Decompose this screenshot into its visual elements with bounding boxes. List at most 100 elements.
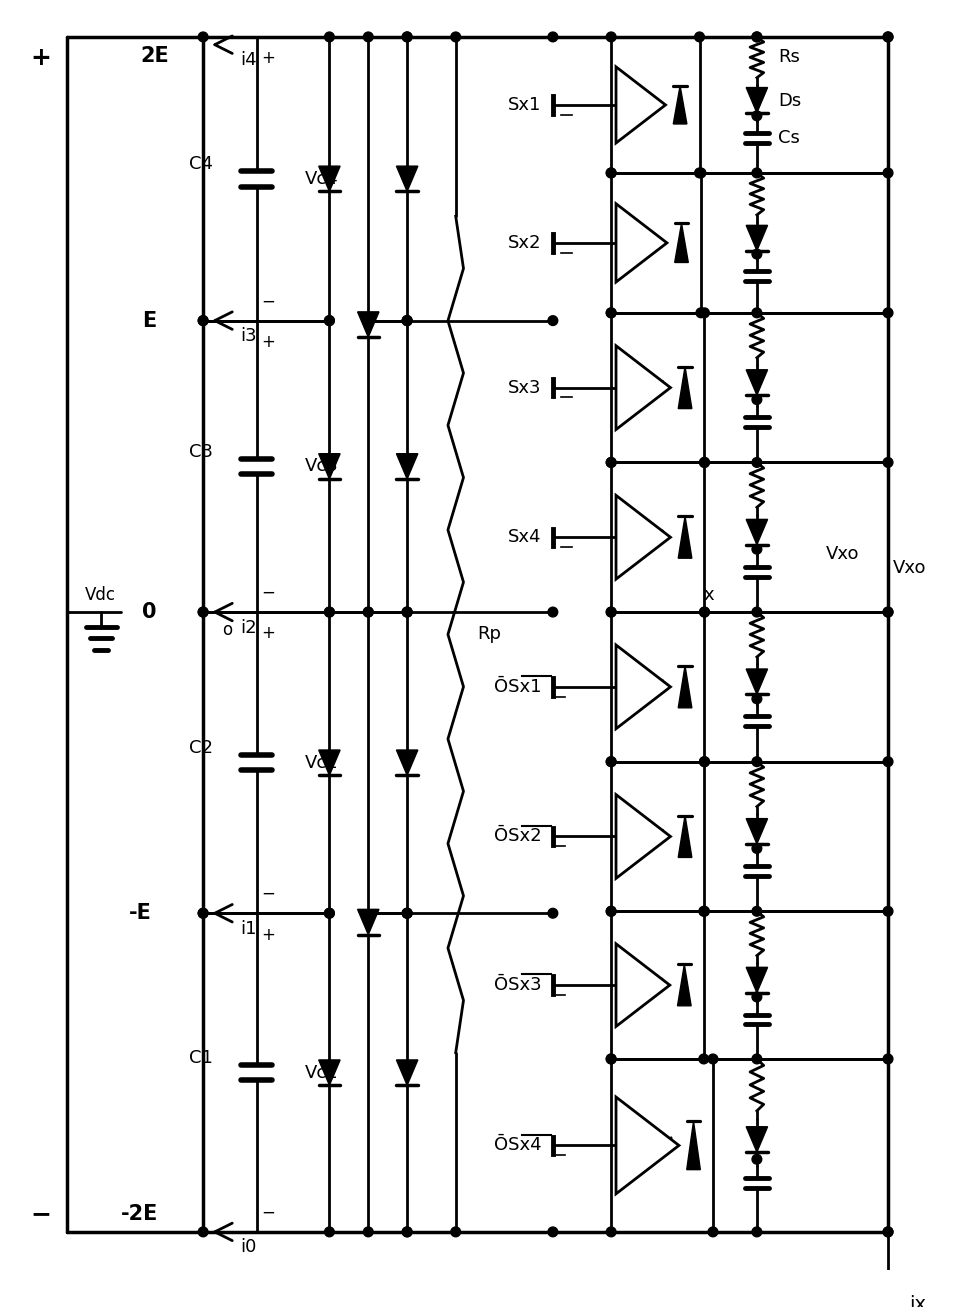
Circle shape (696, 308, 706, 318)
Circle shape (700, 308, 709, 318)
Text: ix: ix (909, 1295, 926, 1307)
Circle shape (548, 608, 558, 617)
Polygon shape (746, 519, 768, 545)
Text: ŌSx4: ŌSx4 (493, 1136, 541, 1154)
Text: i1: i1 (240, 920, 256, 938)
Circle shape (883, 457, 893, 468)
Text: 0: 0 (142, 603, 156, 622)
Circle shape (607, 457, 616, 468)
Circle shape (695, 169, 705, 178)
Circle shape (548, 1227, 558, 1236)
Circle shape (883, 1055, 893, 1064)
Polygon shape (616, 1097, 679, 1193)
Circle shape (883, 33, 893, 42)
Circle shape (607, 33, 616, 42)
Circle shape (607, 169, 616, 178)
Text: −: − (261, 1204, 276, 1222)
Text: i3: i3 (240, 327, 256, 345)
Text: o: o (223, 621, 232, 639)
Circle shape (607, 1055, 616, 1064)
Polygon shape (616, 944, 670, 1026)
Circle shape (752, 457, 761, 468)
Text: x: x (704, 586, 714, 604)
Polygon shape (679, 516, 692, 558)
Polygon shape (616, 204, 667, 282)
Circle shape (324, 608, 334, 617)
Circle shape (752, 843, 761, 853)
Circle shape (548, 33, 558, 42)
Circle shape (324, 908, 334, 918)
Text: Vc2: Vc2 (305, 754, 339, 771)
Text: −: − (261, 293, 276, 310)
Circle shape (199, 316, 208, 325)
Circle shape (199, 908, 208, 918)
Text: +: + (31, 46, 51, 71)
Polygon shape (357, 312, 379, 337)
Polygon shape (679, 367, 692, 409)
Circle shape (752, 544, 761, 554)
Polygon shape (746, 669, 768, 694)
Circle shape (883, 308, 893, 318)
Text: C4: C4 (189, 156, 213, 174)
Text: −: − (31, 1202, 52, 1226)
Circle shape (402, 608, 412, 617)
Circle shape (607, 1055, 616, 1064)
Text: C1: C1 (189, 1050, 213, 1067)
Circle shape (324, 1227, 334, 1236)
Text: i4: i4 (240, 51, 256, 69)
Circle shape (708, 1227, 718, 1236)
Polygon shape (616, 67, 665, 142)
Circle shape (752, 608, 761, 617)
Circle shape (883, 608, 893, 617)
Circle shape (402, 908, 412, 918)
Circle shape (324, 33, 334, 42)
Circle shape (324, 608, 334, 617)
Circle shape (699, 907, 708, 916)
Text: Vc1: Vc1 (305, 1064, 339, 1082)
Text: +: + (261, 50, 276, 67)
Polygon shape (673, 86, 687, 124)
Text: Rs: Rs (779, 48, 800, 67)
Circle shape (752, 694, 761, 703)
Circle shape (402, 608, 412, 617)
Circle shape (883, 757, 893, 766)
Circle shape (364, 1227, 373, 1236)
Circle shape (607, 1227, 616, 1236)
Text: ŌSx2: ŌSx2 (493, 827, 541, 846)
Circle shape (607, 169, 616, 178)
Polygon shape (319, 166, 340, 191)
Circle shape (752, 33, 761, 42)
Text: C2: C2 (189, 738, 213, 757)
Polygon shape (678, 965, 691, 1006)
Polygon shape (746, 818, 768, 844)
Polygon shape (679, 816, 692, 857)
Polygon shape (357, 910, 379, 935)
Circle shape (402, 33, 412, 42)
Polygon shape (675, 223, 688, 263)
Text: Sx4: Sx4 (508, 528, 541, 546)
Circle shape (607, 608, 616, 617)
Text: i2: i2 (240, 618, 256, 637)
Circle shape (752, 111, 761, 120)
Text: Vdc: Vdc (84, 586, 115, 604)
Polygon shape (616, 346, 670, 430)
Polygon shape (746, 88, 768, 112)
Circle shape (696, 169, 706, 178)
Circle shape (883, 1227, 893, 1236)
Circle shape (607, 757, 616, 766)
Text: i0: i0 (240, 1239, 256, 1256)
Text: -E: -E (129, 903, 152, 923)
Circle shape (548, 908, 558, 918)
Circle shape (402, 1227, 412, 1236)
Text: Vc4: Vc4 (305, 170, 339, 188)
Circle shape (700, 757, 709, 766)
Circle shape (199, 1227, 208, 1236)
Circle shape (199, 608, 208, 617)
Polygon shape (746, 967, 768, 992)
Polygon shape (319, 750, 340, 775)
Circle shape (402, 1227, 412, 1236)
Circle shape (607, 907, 616, 916)
Circle shape (607, 308, 616, 318)
Circle shape (364, 33, 373, 42)
Circle shape (883, 169, 893, 178)
